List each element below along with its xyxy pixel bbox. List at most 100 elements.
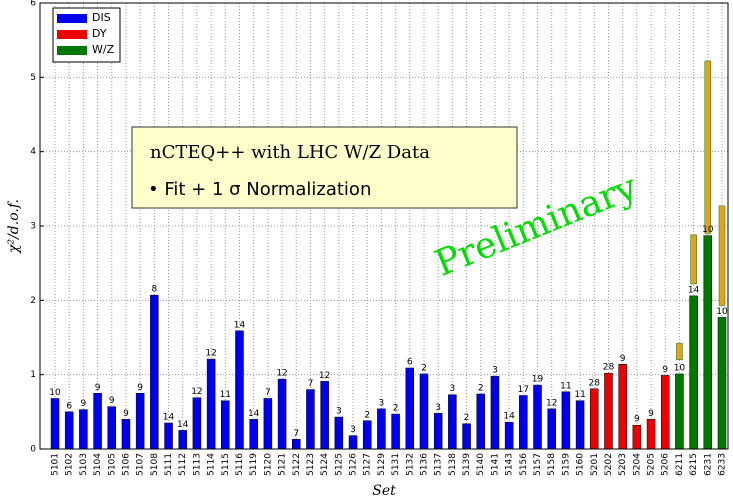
bar (689, 295, 698, 450)
bar-label: 3 (379, 398, 385, 408)
legend-swatch (57, 46, 87, 55)
x-tick-label: 5121 (278, 453, 288, 476)
x-tick-label: 6233 (718, 453, 728, 476)
bar (292, 439, 301, 450)
x-tick-label: 5105 (107, 453, 117, 476)
bar-label: 9 (620, 354, 626, 364)
bar-label: 10 (674, 363, 686, 373)
bar-label: 7 (265, 388, 271, 398)
x-tick-label: 5122 (292, 453, 302, 476)
bar (121, 419, 131, 450)
x-tick-label: 5123 (306, 453, 316, 476)
legend-label: DY (92, 27, 107, 40)
y-tick-label: 3 (30, 222, 36, 232)
bar-label: 11 (220, 390, 231, 400)
x-tick-label: 5201 (590, 453, 600, 476)
bar (93, 393, 102, 450)
x-tick-label: 5205 (647, 453, 657, 476)
bar-label: 14 (248, 409, 260, 419)
bar (362, 420, 372, 450)
bar-label: 9 (95, 383, 101, 393)
bar (150, 294, 159, 450)
x-tick-label: 5119 (249, 453, 259, 476)
bar (590, 388, 599, 450)
y-tick-label: 2 (30, 296, 36, 306)
bar-label: 6 (66, 401, 72, 411)
bar (249, 419, 258, 450)
bar-label: 2 (478, 383, 484, 393)
y-axis-label: χ²/d.o.f. (6, 199, 22, 254)
bar (504, 421, 514, 450)
bar-label: 8 (151, 285, 157, 295)
bar (334, 416, 344, 450)
bar (320, 381, 329, 450)
legend-swatch (57, 14, 87, 23)
bar-label: 28 (603, 363, 615, 373)
bar-label: 10 (716, 307, 728, 317)
bar-label: 3 (492, 366, 498, 376)
bar (575, 400, 585, 450)
bar-label: 14 (163, 412, 175, 422)
bar-label: 9 (81, 399, 87, 409)
bar-label: 12 (191, 387, 202, 397)
bar (348, 435, 358, 450)
bar-label: 28 (589, 378, 601, 388)
annotation-bullet: • Fit + 1 σ Normalization (148, 179, 371, 200)
bar-label: 12 (205, 349, 216, 359)
bar (533, 384, 542, 450)
bar-label: 3 (336, 407, 342, 417)
bar-label: 14 (177, 420, 189, 430)
bar (306, 389, 315, 450)
bar (462, 423, 471, 450)
x-tick-label: 5103 (79, 453, 89, 476)
x-tick-label: 5125 (334, 453, 344, 476)
bar-label: 12 (276, 369, 287, 379)
bar (221, 400, 230, 450)
bar-label: 9 (109, 396, 115, 406)
bar (618, 364, 627, 450)
x-tick-label: 5113 (192, 453, 202, 476)
x-tick-label: 5203 (618, 453, 628, 476)
bar-label: 19 (532, 375, 544, 385)
axes-frame (39, 2, 729, 450)
bar-label: 3 (350, 425, 356, 435)
x-tick-label: 5139 (462, 453, 472, 476)
bar-label: 9 (137, 383, 143, 393)
x-tick-label: 5138 (448, 453, 458, 476)
x-tick-label: 5129 (377, 453, 387, 476)
annotation-title: nCTEQ++ with LHC W/Z Data (150, 142, 430, 163)
x-tick-label: 5111 (164, 453, 174, 476)
y-tick-label: 4 (30, 147, 36, 157)
bar (547, 408, 556, 450)
x-tick-label: 5202 (604, 453, 614, 476)
bar (660, 375, 670, 450)
bar (206, 358, 216, 450)
bar (50, 398, 60, 450)
x-tick-label: 5112 (178, 453, 188, 476)
bar-label: 2 (421, 363, 427, 373)
bar-label: 9 (662, 365, 668, 375)
bar (675, 373, 684, 450)
normalization-range (704, 60, 712, 234)
bar (263, 398, 273, 450)
legend-swatch (57, 30, 87, 39)
bar (476, 393, 485, 450)
bar-label: 14 (503, 412, 515, 422)
bar (703, 235, 713, 450)
bar (632, 424, 642, 450)
bar-label: 14 (688, 285, 700, 295)
bar (448, 394, 457, 450)
annotation-box (131, 126, 518, 209)
bar (178, 430, 187, 450)
bar-label: 2 (364, 410, 370, 420)
x-tick-label: 6215 (689, 453, 699, 476)
bar-label: 11 (574, 390, 585, 400)
x-tick-label: 6211 (675, 453, 685, 476)
bar-label: 17 (518, 385, 529, 395)
bar (164, 422, 173, 450)
x-tick-label: 5159 (561, 453, 571, 476)
bar (519, 395, 528, 450)
x-tick-label: 5204 (632, 453, 642, 476)
bar-label: 6 (407, 357, 413, 367)
